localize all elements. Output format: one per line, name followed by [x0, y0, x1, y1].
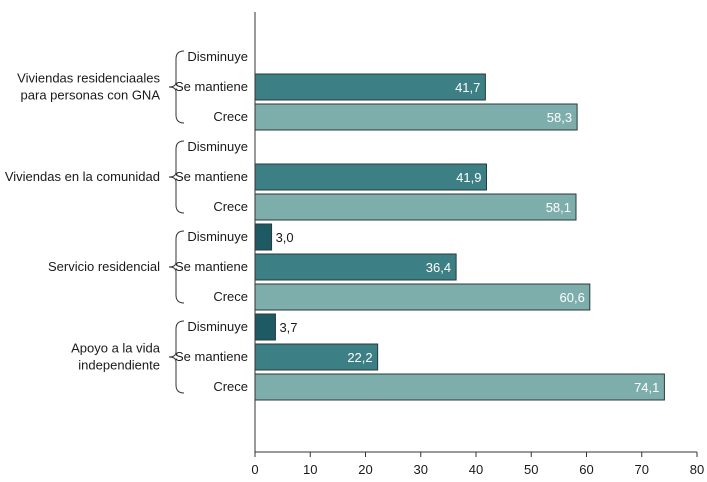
bar — [254, 253, 457, 281]
data-label: 58,1 — [546, 200, 571, 215]
bar — [254, 73, 486, 101]
category-label: Crece — [213, 199, 248, 214]
bar — [254, 103, 578, 131]
category-label: Crece — [213, 109, 248, 124]
bar — [254, 193, 577, 221]
bar — [254, 283, 591, 311]
group-brace — [168, 140, 185, 214]
value-labels: 41,7 58,3 41,9 58,1 3,0 36,4 60,6 3,7 22,2 74,1 — [276, 80, 660, 395]
category-label: Disminuye — [187, 229, 248, 244]
bar — [254, 313, 276, 341]
x-tick-label: 40 — [469, 462, 483, 477]
group-label: para personas con GNA — [21, 88, 161, 103]
group-labels: Viviendas residenciaales para personas co… — [5, 71, 161, 373]
data-label: 74,1 — [634, 380, 659, 395]
category-label: Disminuye — [187, 139, 248, 154]
group-label: independiente — [78, 358, 160, 373]
data-label: 41,7 — [455, 80, 480, 95]
category-label: Se mantiene — [175, 349, 248, 364]
group-label: Servicio residencial — [48, 259, 160, 274]
category-labels: Disminuye Se mantiene Crece Disminuye Se man… — [175, 49, 248, 394]
data-label: 22,2 — [347, 350, 372, 365]
bar — [254, 223, 273, 251]
x-tick-label: 80 — [690, 462, 704, 477]
x-tick-label: 30 — [414, 462, 428, 477]
braces — [168, 50, 185, 394]
bar — [254, 373, 665, 401]
category-label: Se mantiene — [175, 259, 248, 274]
group-label: Viviendas residenciaales — [17, 71, 160, 86]
x-tick-label: 70 — [635, 462, 649, 477]
data-label: 41,9 — [456, 170, 481, 185]
x-tick-label: 50 — [524, 462, 538, 477]
group-label: Apoyo a la vida — [71, 341, 161, 356]
bars — [254, 73, 665, 401]
category-label: Se mantiene — [175, 169, 248, 184]
category-label: Crece — [213, 289, 248, 304]
group-brace — [168, 320, 185, 394]
bar — [254, 343, 379, 371]
data-label: 58,3 — [547, 110, 572, 125]
data-label: 60,6 — [560, 290, 585, 305]
data-label: 3,7 — [279, 320, 297, 335]
group-label: Viviendas en la comunidad — [5, 169, 160, 184]
data-label: 3,0 — [276, 230, 294, 245]
category-label: Crece — [213, 379, 248, 394]
x-tick-label: 20 — [358, 462, 372, 477]
axes: 0 10 20 30 40 50 60 70 80 — [251, 12, 704, 477]
data-label: 36,4 — [426, 260, 451, 275]
group-brace — [168, 50, 185, 124]
group-brace — [168, 230, 185, 304]
x-tick-label: 60 — [579, 462, 593, 477]
bar — [254, 163, 487, 191]
category-label: Disminuye — [187, 49, 248, 64]
x-tick-label: 10 — [303, 462, 317, 477]
x-tick-label: 0 — [251, 462, 258, 477]
category-label: Disminuye — [187, 319, 248, 334]
category-label: Se mantiene — [175, 79, 248, 94]
